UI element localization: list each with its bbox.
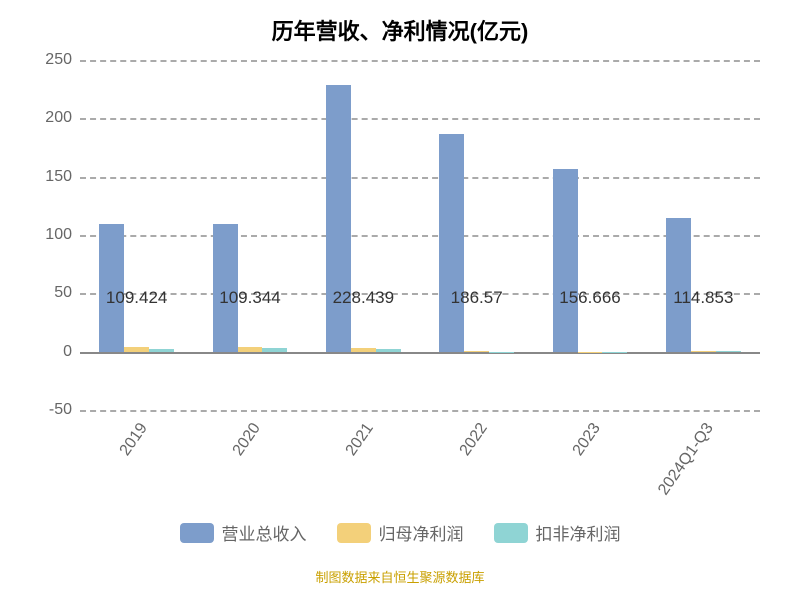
legend-label: 营业总收入 (222, 520, 307, 545)
bar (691, 351, 716, 352)
bar (464, 351, 489, 352)
plot-area: -50050100150200250109.424109.344228.4391… (80, 60, 760, 410)
y-tick-label: 100 (30, 226, 80, 244)
grid-line (80, 177, 760, 179)
y-tick-label: -50 (30, 401, 80, 419)
x-tick-label: 2023 (570, 420, 605, 459)
bar (124, 347, 149, 352)
value-label: 156.666 (559, 288, 620, 308)
grid-line (80, 60, 760, 62)
y-tick-label: 0 (30, 343, 80, 361)
chart-title: 历年营收、净利情况(亿元) (0, 0, 800, 46)
value-label: 109.424 (106, 288, 167, 308)
x-tick-label: 2021 (343, 420, 378, 459)
legend-label: 归母净利润 (379, 520, 464, 545)
grid-line (80, 118, 760, 120)
x-tick-label: 2024Q1-Q3 (655, 420, 718, 499)
bar (376, 349, 401, 351)
bar (602, 352, 627, 353)
legend-item: 营业总收入 (180, 520, 307, 545)
x-tick-label: 2019 (116, 420, 151, 459)
bar (326, 85, 351, 352)
bar (351, 348, 376, 352)
x-tick-label: 2020 (230, 420, 265, 459)
y-tick-label: 250 (30, 51, 80, 69)
bar (262, 348, 287, 352)
value-label: 186.57 (451, 288, 503, 308)
legend-swatch (337, 523, 371, 543)
grid-line (80, 293, 760, 295)
bar (149, 349, 174, 351)
bar (238, 347, 263, 352)
grid-line (80, 235, 760, 237)
legend-label: 扣非净利润 (536, 520, 621, 545)
bar (439, 134, 464, 352)
x-axis-labels: 2019 2020 2021 2022 2023 2024Q1-Q3 (80, 420, 760, 510)
y-tick-label: 50 (30, 284, 80, 302)
legend: 营业总收入 归母净利润 扣非净利润 (0, 520, 800, 545)
legend-item: 归母净利润 (337, 520, 464, 545)
bar (489, 352, 514, 353)
zero-line (80, 352, 760, 354)
grid-line (80, 410, 760, 412)
y-tick-label: 200 (30, 109, 80, 127)
legend-swatch (180, 523, 214, 543)
value-label: 228.439 (333, 288, 394, 308)
legend-item: 扣非净利润 (494, 520, 621, 545)
x-tick-label: 2022 (456, 420, 491, 459)
bar (666, 218, 691, 352)
footer-source-note: 制图数据来自恒生聚源数据库 (0, 567, 800, 586)
bar (578, 352, 603, 353)
y-tick-label: 150 (30, 168, 80, 186)
bar (716, 351, 741, 352)
value-label: 109.344 (219, 288, 280, 308)
value-label: 114.853 (673, 288, 733, 308)
legend-swatch (494, 523, 528, 543)
bar (553, 169, 578, 352)
